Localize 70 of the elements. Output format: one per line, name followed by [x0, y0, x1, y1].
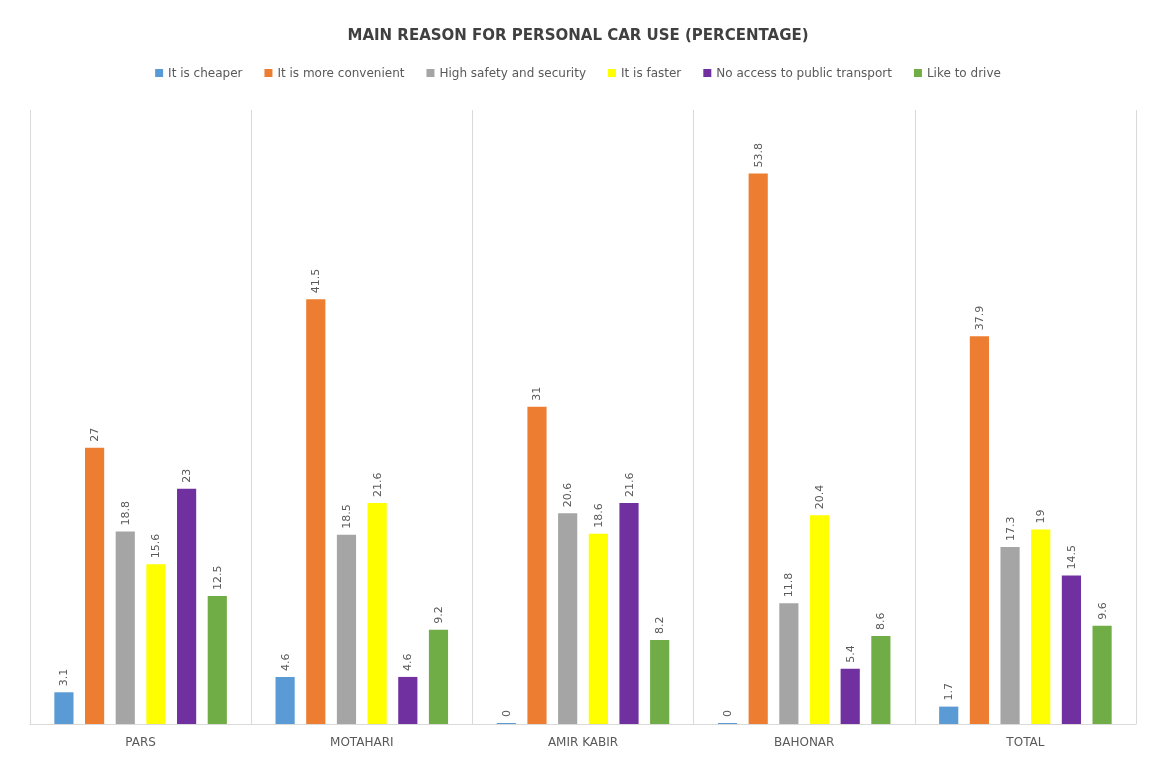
legend-label: It is faster	[621, 66, 682, 80]
bar	[939, 706, 959, 724]
data-label: 18.5	[339, 504, 353, 529]
data-label: 9.6	[1095, 602, 1109, 620]
bar	[748, 173, 768, 724]
bar	[871, 635, 891, 724]
data-label: 18.6	[591, 503, 605, 528]
data-label: 0	[499, 710, 513, 717]
legend-label: No access to public transport	[716, 66, 893, 80]
data-label: 21.6	[622, 472, 636, 497]
data-label: 8.6	[874, 612, 888, 630]
data-label: 53.8	[751, 142, 765, 168]
x-tick-label: MOTAHARI	[330, 735, 394, 749]
bar	[85, 447, 105, 724]
bar	[588, 533, 608, 724]
bar	[1031, 529, 1051, 724]
bar	[809, 515, 830, 724]
x-tick-label: BAHONAR	[773, 735, 835, 749]
bar	[367, 502, 387, 724]
data-label: 11.8	[782, 572, 796, 598]
data-label: 1.7	[942, 683, 956, 701]
data-label: 4.6	[401, 653, 415, 671]
data-label: 3.1	[57, 668, 71, 687]
data-label: 23	[180, 468, 194, 483]
bar	[115, 531, 135, 724]
bar	[650, 640, 670, 724]
data-label: 21.6	[370, 472, 384, 497]
bar	[558, 513, 578, 724]
bar	[527, 406, 547, 724]
data-label: 17.3	[1003, 516, 1017, 541]
data-label: 0	[721, 710, 735, 717]
legend-label: It is cheaper	[168, 66, 243, 80]
data-label: 20.6	[561, 482, 575, 508]
bar	[779, 603, 799, 724]
data-label: 31	[530, 386, 544, 401]
bar	[146, 564, 166, 724]
legend-label: It is more convenient	[277, 66, 405, 80]
bar	[336, 534, 357, 724]
bar	[969, 336, 989, 724]
bar	[177, 488, 197, 724]
data-label: 15.6	[149, 533, 163, 559]
data-label: 14.5	[1064, 545, 1078, 570]
data-label: 18.8	[118, 501, 132, 526]
bar	[398, 676, 418, 724]
data-label: 41.5	[309, 268, 323, 294]
data-label: 4.6	[278, 653, 292, 671]
bar	[840, 668, 860, 724]
bar	[1061, 575, 1081, 724]
bar	[306, 299, 326, 724]
x-tick-label: TOTAL	[1005, 735, 1045, 749]
data-label: 8.2	[653, 616, 667, 635]
bar	[207, 596, 227, 724]
data-label: 12.5	[210, 565, 224, 591]
x-tick-label: PARS	[125, 735, 156, 749]
data-label: 27	[88, 427, 102, 442]
data-label: 37.9	[972, 305, 986, 331]
x-tick-label: AMIR KABIR	[547, 735, 619, 749]
bar	[54, 692, 74, 724]
chart-title: MAIN REASON FOR PERSONAL CAR USE (PERCENTAGE)	[347, 25, 809, 44]
bar	[619, 502, 639, 724]
bar	[1000, 546, 1020, 724]
bar	[1092, 625, 1112, 724]
bar	[275, 676, 295, 724]
legend-label: Like to drive	[926, 66, 1001, 80]
data-label: 9.2	[431, 606, 445, 624]
legend-label: High safety and security	[439, 66, 586, 80]
bar	[428, 629, 449, 724]
data-label: 19	[1034, 509, 1048, 524]
data-label: 20.4	[813, 484, 827, 510]
data-label: 5.4	[843, 645, 857, 663]
